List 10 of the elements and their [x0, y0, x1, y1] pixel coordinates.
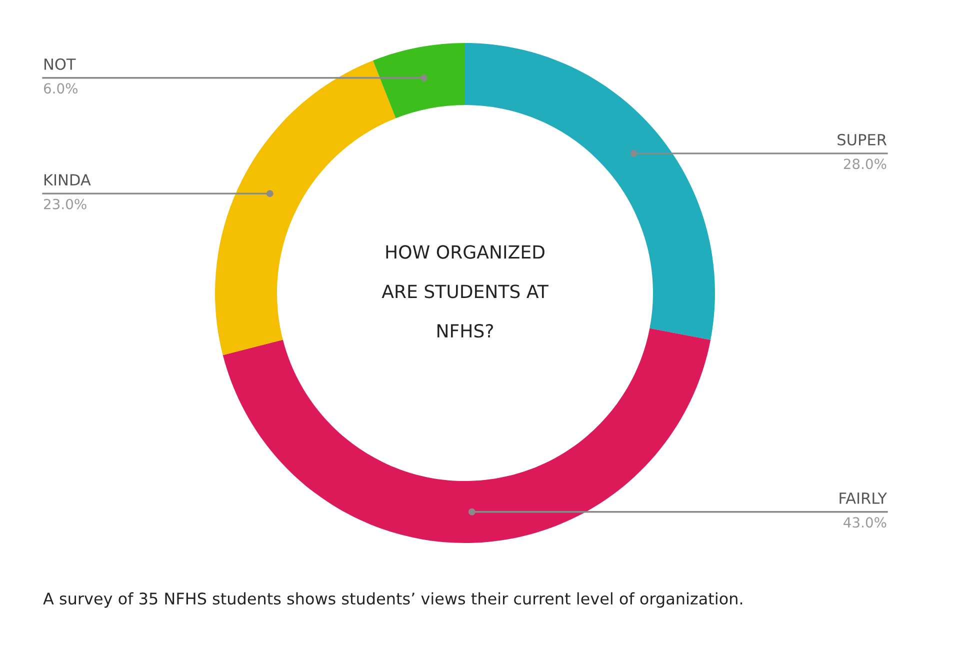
chart-title: HOW ORGANIZED ARE STUDENTS AT NFHS? [382, 245, 548, 338]
slice-label: NOT [44, 58, 76, 70]
slice-label: SUPER [838, 134, 887, 146]
data-label: 28.0% [844, 158, 886, 170]
data-label: 43.0% [844, 517, 886, 528]
data-label: 23.0% [44, 198, 86, 210]
text: A survey of 35 NFHS students shows students’ views their current level of organization. [43, 592, 742, 608]
slice-label: FAIRLY [840, 492, 888, 504]
data-label: 6.0% [44, 83, 78, 94]
slice-label: KINDA [44, 174, 91, 186]
